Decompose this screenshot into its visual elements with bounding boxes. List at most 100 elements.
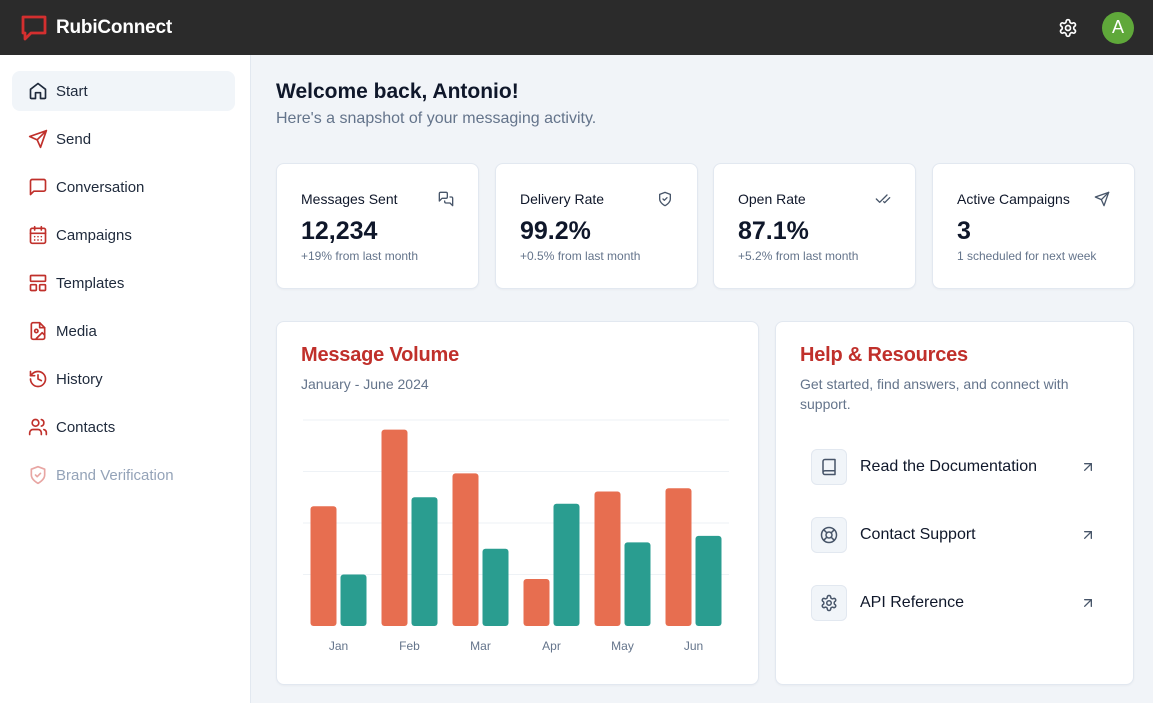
send-icon — [28, 129, 48, 149]
bar-jan-series-1[interactable] — [310, 506, 337, 626]
send-icon — [1094, 191, 1110, 207]
stat-card-active-campaigns: Active Campaigns 3 1 scheduled for next … — [932, 163, 1135, 289]
bar-jun-series-1[interactable] — [665, 488, 692, 626]
stat-title: Delivery Rate — [520, 191, 605, 207]
page-subtitle: Here's a snapshot of your messaging acti… — [276, 110, 597, 127]
stat-value: 87.1% — [738, 217, 809, 245]
shield-check-icon — [30, 465, 46, 485]
sidebar-item-label: Send — [56, 130, 92, 148]
brand-name: RubiConnect — [56, 16, 173, 38]
res-icon-box — [811, 517, 847, 553]
x-tick-label-jun: Jun — [684, 639, 703, 653]
stat-value: 99.2% — [520, 217, 591, 245]
gear-icon — [821, 594, 837, 612]
bar-may-series-2[interactable] — [624, 542, 651, 626]
bar-apr-series-2[interactable] — [553, 503, 580, 626]
x-tick-label-mar: Mar — [470, 639, 491, 653]
res-label: API Reference — [860, 594, 965, 611]
sidebar-item-label: Start — [56, 82, 88, 100]
chat-logo-icon — [21, 15, 47, 40]
stat-title: Active Campaigns — [957, 191, 1070, 207]
sidebar-item-label: Templates — [56, 274, 125, 292]
shield-icon — [659, 191, 671, 207]
messages-icon — [438, 191, 454, 207]
message-square-icon — [29, 178, 47, 196]
bar-feb-series-2[interactable] — [411, 497, 438, 626]
calendar-icon — [29, 225, 47, 245]
sidebar: Start Send Conversation Campaigns Templa… — [0, 55, 251, 703]
arrow-up-right-icon — [1084, 531, 1092, 539]
help-resources-card: Help & Resources Get started, find answe… — [775, 321, 1134, 685]
sidebar-item-campaigns[interactable]: Campaigns — [12, 215, 235, 255]
sidebar-item-label: History — [56, 370, 103, 388]
bar-may-series-1[interactable] — [594, 491, 621, 626]
x-tick-label-jan: Jan — [329, 639, 348, 653]
users-icon — [28, 418, 48, 436]
stat-title: Open Rate — [738, 191, 806, 207]
read-documentation-link[interactable]: Read the Documentation — [811, 448, 1096, 486]
book-icon — [822, 458, 836, 476]
bar-mar-series-2[interactable] — [482, 548, 509, 626]
sidebar-item-contacts[interactable]: Contacts — [12, 407, 235, 447]
sidebar-item-label: Brand Verification — [56, 466, 174, 484]
sidebar-item-media[interactable]: Media — [12, 311, 235, 351]
sidebar-item-label: Conversation — [56, 178, 145, 196]
x-tick-label-may: May — [611, 639, 634, 653]
sidebar-item-brand-verification[interactable]: Brand Verification — [12, 455, 235, 495]
stat-delta: 1 scheduled for next week — [957, 249, 1097, 263]
res-icon-box — [811, 449, 847, 485]
x-tick-label-apr: Apr — [542, 639, 561, 653]
file-image-icon — [30, 321, 46, 341]
x-tick-label-feb: Feb — [399, 639, 420, 653]
message-volume-card: Message Volume January - June 2024 Jan Fe… — [276, 321, 759, 685]
sidebar-item-label: Media — [56, 322, 97, 340]
stat-title: Messages Sent — [301, 191, 398, 207]
arrow-up-right-icon — [1084, 599, 1092, 607]
stat-card-open-rate: Open Rate 87.1% +5.2% from last month — [713, 163, 916, 289]
chart-title: Message Volume — [301, 344, 460, 366]
bar-apr-series-1[interactable] — [523, 579, 550, 626]
res-icon-box — [811, 585, 847, 621]
help-subtitle-line-2: support. — [800, 396, 851, 412]
top-bar: RubiConnect A — [0, 0, 1153, 55]
home-icon — [29, 82, 47, 100]
res-label: Read the Documentation — [860, 458, 1037, 475]
avatar[interactable]: A — [1102, 11, 1134, 44]
contact-support-link[interactable]: Contact Support — [811, 516, 1096, 554]
page-title: Welcome back, Antonio! — [276, 80, 519, 103]
stat-card-messages-sent: Messages Sent 12,234 +19% from last mont… — [276, 163, 479, 289]
res-label: Contact Support — [860, 526, 976, 543]
stat-delta: +0.5% from last month — [520, 249, 641, 263]
check-check-icon — [875, 194, 891, 204]
sidebar-item-send[interactable]: Send — [12, 119, 235, 159]
bar-mar-series-1[interactable] — [452, 473, 479, 626]
stat-value: 3 — [957, 217, 971, 245]
sidebar-item-templates[interactable]: Templates — [12, 263, 235, 303]
message-volume-chart: Jan Feb Mar Apr May Jun — [303, 419, 729, 653]
sidebar-item-history[interactable]: History — [12, 359, 235, 399]
sidebar-item-start[interactable]: Start — [12, 71, 235, 111]
sidebar-item-label: Contacts — [56, 418, 116, 436]
bar-feb-series-1[interactable] — [381, 429, 408, 626]
help-title: Help & Resources — [800, 344, 968, 366]
bar-jan-series-2[interactable] — [340, 574, 367, 627]
help-subtitle-line-1: Get started, find answers, and connect w… — [800, 376, 1069, 392]
history-icon — [29, 370, 47, 388]
brand[interactable]: RubiConnect — [20, 14, 172, 42]
stat-delta: +19% from last month — [301, 249, 419, 263]
stat-delta: +5.2% from last month — [738, 249, 859, 263]
arrow-up-right-icon — [1084, 463, 1092, 471]
stat-card-delivery-rate: Delivery Rate 99.2% +0.5% from last mont… — [495, 163, 698, 289]
gear-icon — [1059, 18, 1077, 37]
sidebar-item-conversation[interactable]: Conversation — [12, 167, 235, 207]
api-reference-link[interactable]: API Reference — [811, 584, 1096, 622]
help-subtitle: Get started, find answers, and connect w… — [800, 374, 1068, 414]
layout-icon — [29, 274, 47, 292]
bar-jun-series-2[interactable] — [695, 535, 722, 626]
life-buoy-icon — [820, 526, 838, 544]
settings-button[interactable] — [1056, 16, 1080, 40]
header-actions: A — [1056, 11, 1134, 44]
sidebar-item-label: Campaigns — [56, 226, 132, 244]
chart-subtitle: January - June 2024 — [301, 376, 429, 392]
stat-value: 12,234 — [301, 217, 378, 245]
